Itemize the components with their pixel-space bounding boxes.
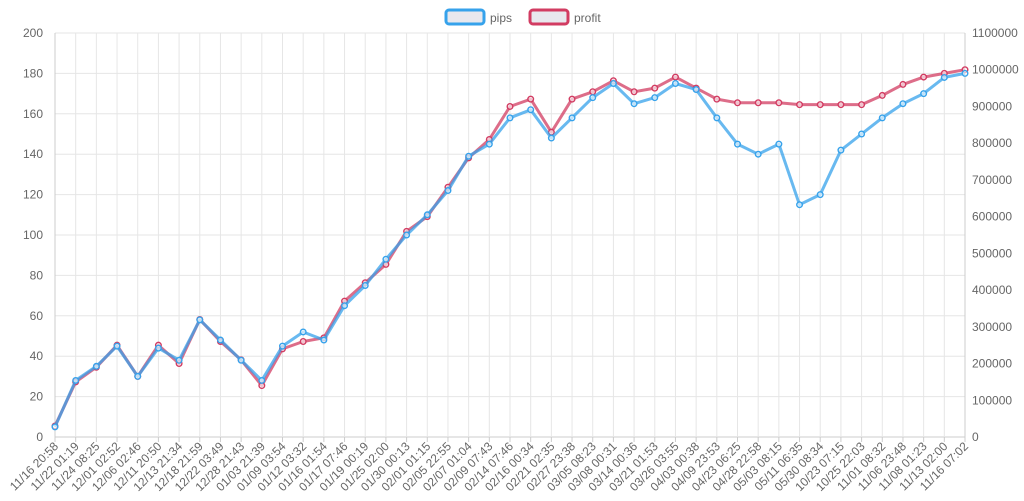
right-tick-label: 1100000	[972, 26, 1018, 40]
grid	[54, 32, 966, 438]
data-point-pips[interactable]	[713, 114, 721, 122]
data-point-profit[interactable]	[568, 95, 576, 103]
data-point-pips[interactable]	[506, 114, 514, 122]
right-y-axis: 0 100000 200000 300000 400000 500000 600000 700…	[972, 26, 1019, 444]
data-point-pips[interactable]	[92, 362, 100, 370]
data-point-profit[interactable]	[630, 88, 638, 96]
left-y-axis: 0 20 40 60 80 100 120 140 160 180 200	[23, 26, 43, 444]
left-tick-label: 20	[30, 390, 44, 404]
data-point-pips[interactable]	[858, 130, 866, 138]
data-point-profit[interactable]	[299, 338, 307, 346]
data-point-profit[interactable]	[837, 101, 845, 109]
data-point-pips[interactable]	[341, 302, 349, 310]
data-point-profit[interactable]	[713, 95, 721, 103]
data-point-pips[interactable]	[816, 191, 824, 199]
left-tick-label: 140	[23, 147, 43, 161]
data-point-profit[interactable]	[920, 73, 928, 81]
left-tick-label: 120	[23, 188, 43, 202]
legend-label-profit[interactable]: profit	[574, 11, 601, 25]
data-point-pips[interactable]	[299, 328, 307, 336]
data-point-pips[interactable]	[796, 201, 804, 209]
right-tick-label: 500000	[972, 246, 1012, 260]
data-point-pips[interactable]	[568, 114, 576, 122]
data-point-profit[interactable]	[878, 91, 886, 99]
data-point-pips[interactable]	[775, 140, 783, 148]
data-point-pips[interactable]	[382, 255, 390, 263]
data-point-pips[interactable]	[51, 423, 59, 431]
data-point-pips[interactable]	[423, 211, 431, 219]
right-tick-label: 100000	[972, 393, 1012, 407]
data-point-pips[interactable]	[671, 79, 679, 87]
left-tick-label: 80	[30, 268, 44, 282]
data-point-pips[interactable]	[361, 282, 369, 290]
data-point-pips[interactable]	[113, 342, 121, 350]
series-group	[51, 66, 969, 431]
data-point-profit[interactable]	[858, 101, 866, 109]
data-point-pips[interactable]	[878, 114, 886, 122]
data-point-pips[interactable]	[547, 134, 555, 142]
data-point-pips[interactable]	[527, 106, 535, 114]
left-tick-label: 180	[23, 66, 43, 80]
data-point-profit[interactable]	[589, 88, 597, 96]
right-tick-label: 1000000	[972, 63, 1019, 77]
data-point-profit[interactable]	[651, 84, 659, 92]
data-point-pips[interactable]	[899, 100, 907, 108]
data-point-pips[interactable]	[465, 152, 473, 160]
left-tick-label: 100	[23, 228, 43, 242]
data-point-pips[interactable]	[320, 336, 328, 344]
data-point-pips[interactable]	[258, 376, 266, 384]
right-tick-label: 400000	[972, 283, 1012, 297]
data-point-pips[interactable]	[734, 140, 742, 148]
right-tick-label: 0	[972, 430, 979, 444]
data-point-pips[interactable]	[237, 356, 245, 364]
data-point-pips[interactable]	[754, 150, 762, 158]
left-tick-label: 200	[23, 26, 43, 40]
data-point-pips[interactable]	[651, 94, 659, 102]
data-point-pips[interactable]	[196, 316, 204, 324]
data-point-pips[interactable]	[692, 86, 700, 94]
data-point-pips[interactable]	[961, 69, 969, 77]
left-tick-label: 160	[23, 107, 43, 121]
data-point-pips[interactable]	[609, 79, 617, 87]
data-point-profit[interactable]	[734, 99, 742, 107]
data-point-profit[interactable]	[671, 73, 679, 81]
right-tick-label: 800000	[972, 136, 1012, 150]
legend[interactable]: pips profit	[444, 8, 601, 26]
right-tick-label: 200000	[972, 357, 1012, 371]
legend-label-pips[interactable]: pips	[490, 11, 512, 25]
legend-swatch-pips[interactable]	[444, 8, 486, 26]
data-point-pips[interactable]	[72, 376, 80, 384]
data-point-pips[interactable]	[216, 336, 224, 344]
data-point-pips[interactable]	[279, 342, 287, 350]
data-point-profit[interactable]	[754, 99, 762, 107]
left-tick-label: 40	[30, 349, 44, 363]
left-tick-label: 60	[30, 309, 44, 323]
data-point-pips[interactable]	[134, 372, 142, 380]
data-point-pips[interactable]	[940, 73, 948, 81]
data-point-pips[interactable]	[837, 146, 845, 154]
data-point-profit[interactable]	[775, 99, 783, 107]
right-tick-label: 600000	[972, 210, 1012, 224]
right-tick-label: 700000	[972, 173, 1012, 187]
data-point-pips[interactable]	[485, 140, 493, 148]
right-tick-label: 300000	[972, 320, 1012, 334]
data-point-profit[interactable]	[899, 80, 907, 88]
legend-swatch-profit[interactable]	[528, 8, 570, 26]
data-point-profit[interactable]	[527, 95, 535, 103]
data-point-pips[interactable]	[154, 344, 162, 352]
data-point-pips[interactable]	[920, 90, 928, 98]
data-point-pips[interactable]	[630, 100, 638, 108]
data-point-profit[interactable]	[796, 101, 804, 109]
right-tick-label: 900000	[972, 99, 1012, 113]
data-point-pips[interactable]	[403, 231, 411, 239]
data-point-pips[interactable]	[589, 94, 597, 102]
data-point-pips[interactable]	[175, 356, 183, 364]
data-point-profit[interactable]	[506, 102, 514, 110]
data-point-profit[interactable]	[816, 101, 824, 109]
data-point-pips[interactable]	[444, 187, 452, 195]
left-tick-label: 0	[36, 430, 43, 444]
